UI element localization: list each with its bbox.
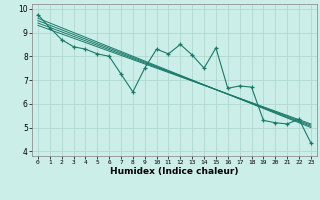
X-axis label: Humidex (Indice chaleur): Humidex (Indice chaleur) <box>110 167 239 176</box>
